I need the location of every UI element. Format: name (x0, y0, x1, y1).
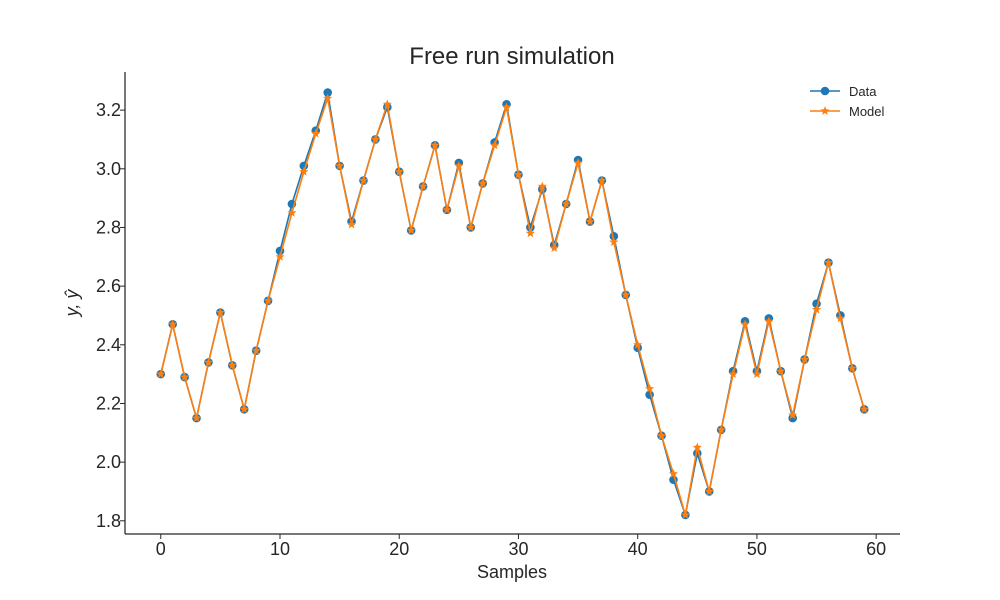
x-tick-label: 50 (747, 539, 767, 559)
model-point (370, 134, 380, 144)
model-point (466, 222, 476, 232)
y-tick-label: 2.6 (96, 276, 121, 296)
y-tick-label: 1.8 (96, 511, 121, 531)
model-point (633, 340, 643, 349)
y-ticks: 1.8 2.0 2.2 2.4 2.6 2.8 3.0 3.2 (96, 100, 125, 531)
model-point (406, 225, 416, 235)
x-tick-label: 0 (156, 539, 166, 559)
model-point (203, 357, 214, 367)
model-point (156, 369, 166, 379)
model-point (239, 404, 249, 414)
legend-marker (820, 86, 830, 96)
model-point (597, 175, 607, 185)
model-point (585, 216, 595, 226)
model-point (573, 158, 583, 167)
model-point (454, 161, 464, 170)
model-point (859, 404, 869, 414)
model-point (537, 181, 547, 191)
series-data (156, 88, 869, 520)
legend-item-model: Model (810, 104, 885, 119)
model-point (549, 243, 559, 252)
model-point (287, 208, 297, 217)
model-point (823, 257, 834, 267)
data-point (788, 413, 797, 423)
model-point (501, 102, 512, 112)
model-point (335, 161, 345, 170)
legend-item-data: Data (810, 84, 877, 99)
plot-area (124, 72, 900, 535)
model-point (513, 169, 524, 179)
y-axis-label: y, ŷ (62, 289, 82, 319)
model-point (311, 128, 321, 138)
model-point (645, 384, 655, 393)
legend-label: Data (849, 84, 877, 99)
x-ticks: 0 10 20 30 40 50 60 (156, 534, 886, 559)
model-point (299, 166, 309, 176)
model-point (847, 363, 857, 373)
model-point (490, 140, 500, 150)
y-tick-label: 2.4 (96, 335, 121, 355)
x-axis-label: Samples (477, 562, 547, 582)
model-point (442, 205, 452, 214)
series-layer (156, 88, 869, 520)
model-point (394, 166, 404, 176)
model-point (800, 354, 810, 364)
model-point (215, 307, 225, 317)
model-point (263, 296, 273, 305)
series-line-model (159, 98, 865, 516)
model-point (168, 319, 178, 329)
y-tick-label: 2.2 (96, 393, 121, 413)
legend: Data Model (810, 84, 885, 119)
model-point (323, 93, 333, 103)
model-point (692, 442, 702, 452)
model-point (704, 486, 714, 496)
model-point (788, 410, 798, 420)
model-point (656, 430, 667, 440)
x-tick-label: 30 (508, 539, 528, 559)
x-tick-label: 20 (389, 539, 409, 559)
model-point (668, 469, 679, 478)
x-tick-label: 60 (866, 539, 886, 559)
data-point (323, 88, 332, 97)
model-point (835, 313, 845, 323)
model-point (728, 369, 738, 379)
model-point (609, 237, 619, 247)
y-tick-label: 2.8 (96, 217, 121, 237)
model-point (621, 290, 631, 299)
legend-label: Model (849, 104, 885, 119)
model-point (346, 219, 357, 229)
model-point (418, 181, 428, 191)
chart-title: Free run simulation (409, 43, 614, 70)
model-point (478, 178, 488, 188)
model-point (680, 510, 690, 519)
x-tick-label: 10 (270, 539, 290, 559)
model-point (382, 99, 392, 109)
model-point (740, 319, 750, 329)
model-point (251, 345, 261, 355)
model-point (764, 316, 774, 326)
x-tick-label: 40 (628, 539, 648, 559)
model-point (275, 252, 285, 261)
y-tick-label: 2.0 (96, 452, 121, 472)
series-model (156, 93, 869, 519)
y-tick-label: 3.0 (96, 159, 121, 179)
model-point (525, 228, 535, 238)
model-point (191, 413, 202, 423)
model-point (776, 366, 786, 376)
y-tick-label: 3.2 (96, 100, 121, 120)
legend-marker (820, 106, 830, 115)
model-point (716, 425, 726, 434)
model-point (180, 372, 190, 381)
model-point (227, 360, 237, 370)
model-point (358, 175, 369, 185)
model-point (430, 140, 440, 150)
model-point (811, 304, 822, 314)
model-point (561, 199, 571, 208)
model-point (752, 369, 762, 379)
